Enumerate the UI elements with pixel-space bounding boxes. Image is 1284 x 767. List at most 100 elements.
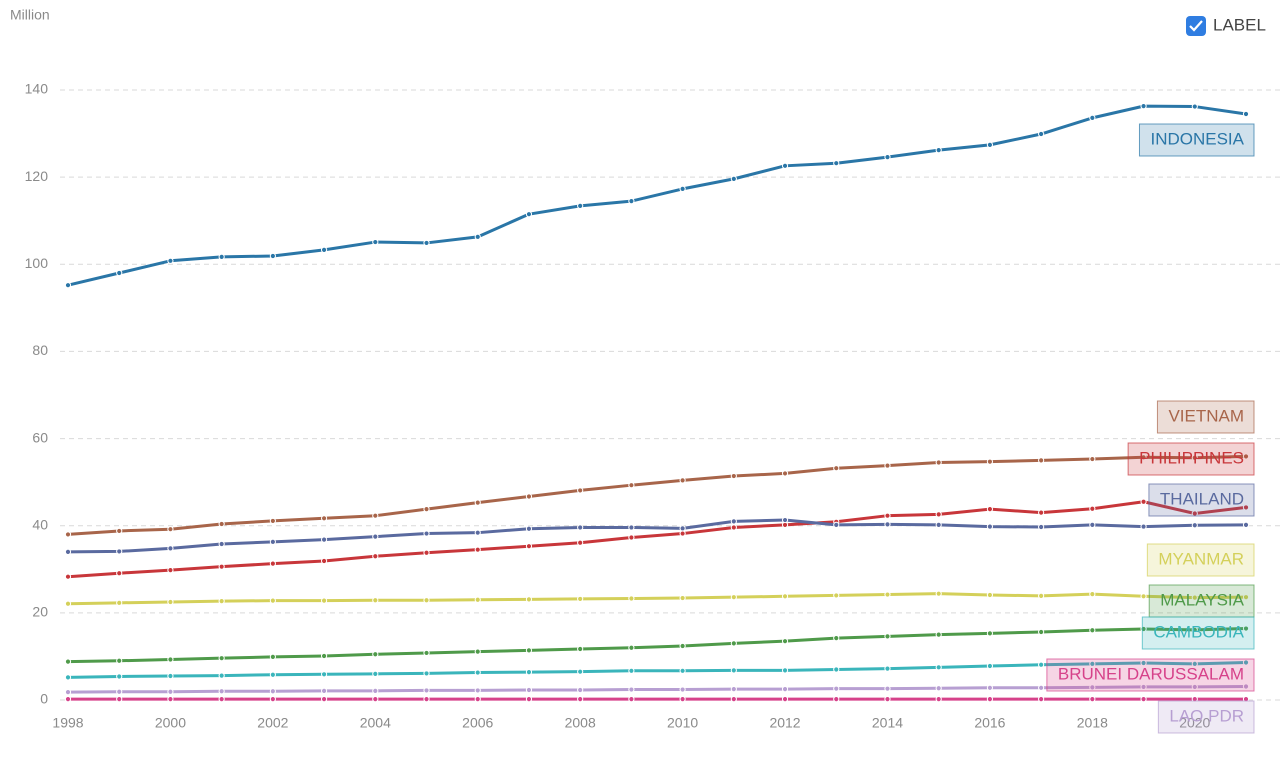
- data-point: [1140, 659, 1147, 667]
- x-tick-label: 2016: [974, 715, 1005, 731]
- data-point: [1140, 498, 1147, 505]
- x-tick-label: 2012: [769, 715, 800, 731]
- data-point: [320, 671, 328, 678]
- data-point: [628, 686, 635, 693]
- series-label: MALAYSIA: [1148, 584, 1255, 618]
- y-tick-label: 120: [25, 168, 49, 184]
- data-point: [1038, 509, 1045, 516]
- data-point: [1089, 591, 1096, 598]
- data-point: [525, 686, 533, 694]
- data-point: [781, 516, 789, 524]
- series-label: BRUNEI DARUSSALAM: [1046, 658, 1255, 692]
- data-point: [525, 525, 533, 532]
- data-point: [577, 539, 584, 546]
- data-point: [628, 644, 635, 651]
- data-point: [884, 521, 891, 528]
- series-label-text: MYANMAR: [1158, 549, 1244, 568]
- label-checkbox[interactable]: [1186, 16, 1206, 36]
- data-point: [730, 640, 737, 647]
- data-point: [679, 530, 686, 537]
- data-point: [1089, 660, 1096, 667]
- data-point: [64, 658, 72, 665]
- data-point: [1191, 660, 1198, 667]
- data-point: [577, 686, 584, 694]
- y-tick-label: 20: [32, 604, 48, 620]
- x-tick-label: 2006: [462, 715, 493, 731]
- data-point: [781, 667, 789, 674]
- data-point: [269, 696, 276, 703]
- series-label-text: BRUNEI DARUSSALAM: [1058, 664, 1244, 683]
- data-point: [781, 162, 789, 169]
- data-point: [679, 686, 686, 693]
- data-point: [833, 666, 840, 673]
- data-point: [781, 686, 789, 693]
- data-point: [781, 470, 789, 477]
- series-label-text: MALAYSIA: [1160, 590, 1244, 609]
- x-tick-label: 2008: [565, 715, 596, 731]
- x-tick-label: 2000: [155, 715, 186, 731]
- data-point: [423, 687, 430, 694]
- data-point: [986, 662, 994, 670]
- data-point: [1089, 521, 1096, 528]
- data-point: [1191, 522, 1198, 529]
- data-point: [628, 198, 635, 205]
- data-point: [116, 269, 123, 277]
- data-point: [423, 670, 430, 677]
- data-point: [730, 518, 737, 525]
- data-point: [884, 512, 891, 519]
- series-label-text: THAILAND: [1160, 489, 1244, 508]
- data-point: [372, 696, 379, 703]
- data-point: [116, 688, 123, 695]
- data-point: [986, 630, 994, 637]
- data-point: [167, 567, 174, 574]
- data-point: [986, 696, 994, 703]
- data-point: [884, 633, 891, 640]
- series-label-box: [1138, 123, 1255, 157]
- data-point: [320, 246, 328, 254]
- data-point: [1089, 114, 1096, 121]
- data-point: [1089, 627, 1096, 634]
- data-point: [218, 672, 225, 679]
- data-point: [116, 696, 123, 703]
- data-point: [1038, 628, 1045, 636]
- data-point: [730, 524, 737, 531]
- data-point: [679, 696, 686, 703]
- data-point: [269, 538, 276, 545]
- data-point: [218, 520, 225, 528]
- series-label-text: CAMBODIA: [1153, 622, 1244, 641]
- data-point: [986, 506, 994, 513]
- data-point: [372, 670, 379, 677]
- series-line: [67, 592, 1247, 606]
- data-point: [884, 696, 891, 703]
- data-point: [474, 596, 481, 603]
- data-point: [525, 543, 533, 550]
- x-tick-label: 2014: [872, 715, 903, 731]
- data-point: [423, 597, 430, 604]
- data-point: [64, 548, 72, 555]
- data-point: [935, 696, 942, 703]
- data-point: [935, 664, 942, 671]
- data-point: [474, 648, 481, 655]
- data-point: [1242, 504, 1250, 511]
- data-point: [167, 257, 174, 264]
- data-point: [167, 696, 174, 703]
- series-line: [67, 684, 1247, 694]
- checkmark: [1189, 20, 1203, 32]
- data-point: [116, 527, 123, 535]
- data-point: [372, 687, 379, 694]
- data-point: [269, 597, 276, 604]
- y-tick-label: 100: [25, 255, 49, 271]
- series-label: INDONESIA: [1138, 123, 1255, 157]
- data-point: [1140, 103, 1147, 110]
- data-point: [781, 593, 789, 600]
- data-point: [884, 665, 891, 672]
- data-point: [525, 211, 533, 218]
- data-point: [372, 597, 379, 604]
- data-point: [833, 465, 840, 472]
- data-point: [218, 597, 225, 605]
- series-label: THAILAND: [1148, 483, 1255, 517]
- label-toggle[interactable]: LABEL: [1213, 15, 1266, 34]
- data-point: [1140, 593, 1147, 600]
- data-point: [269, 653, 276, 660]
- data-point: [372, 553, 379, 560]
